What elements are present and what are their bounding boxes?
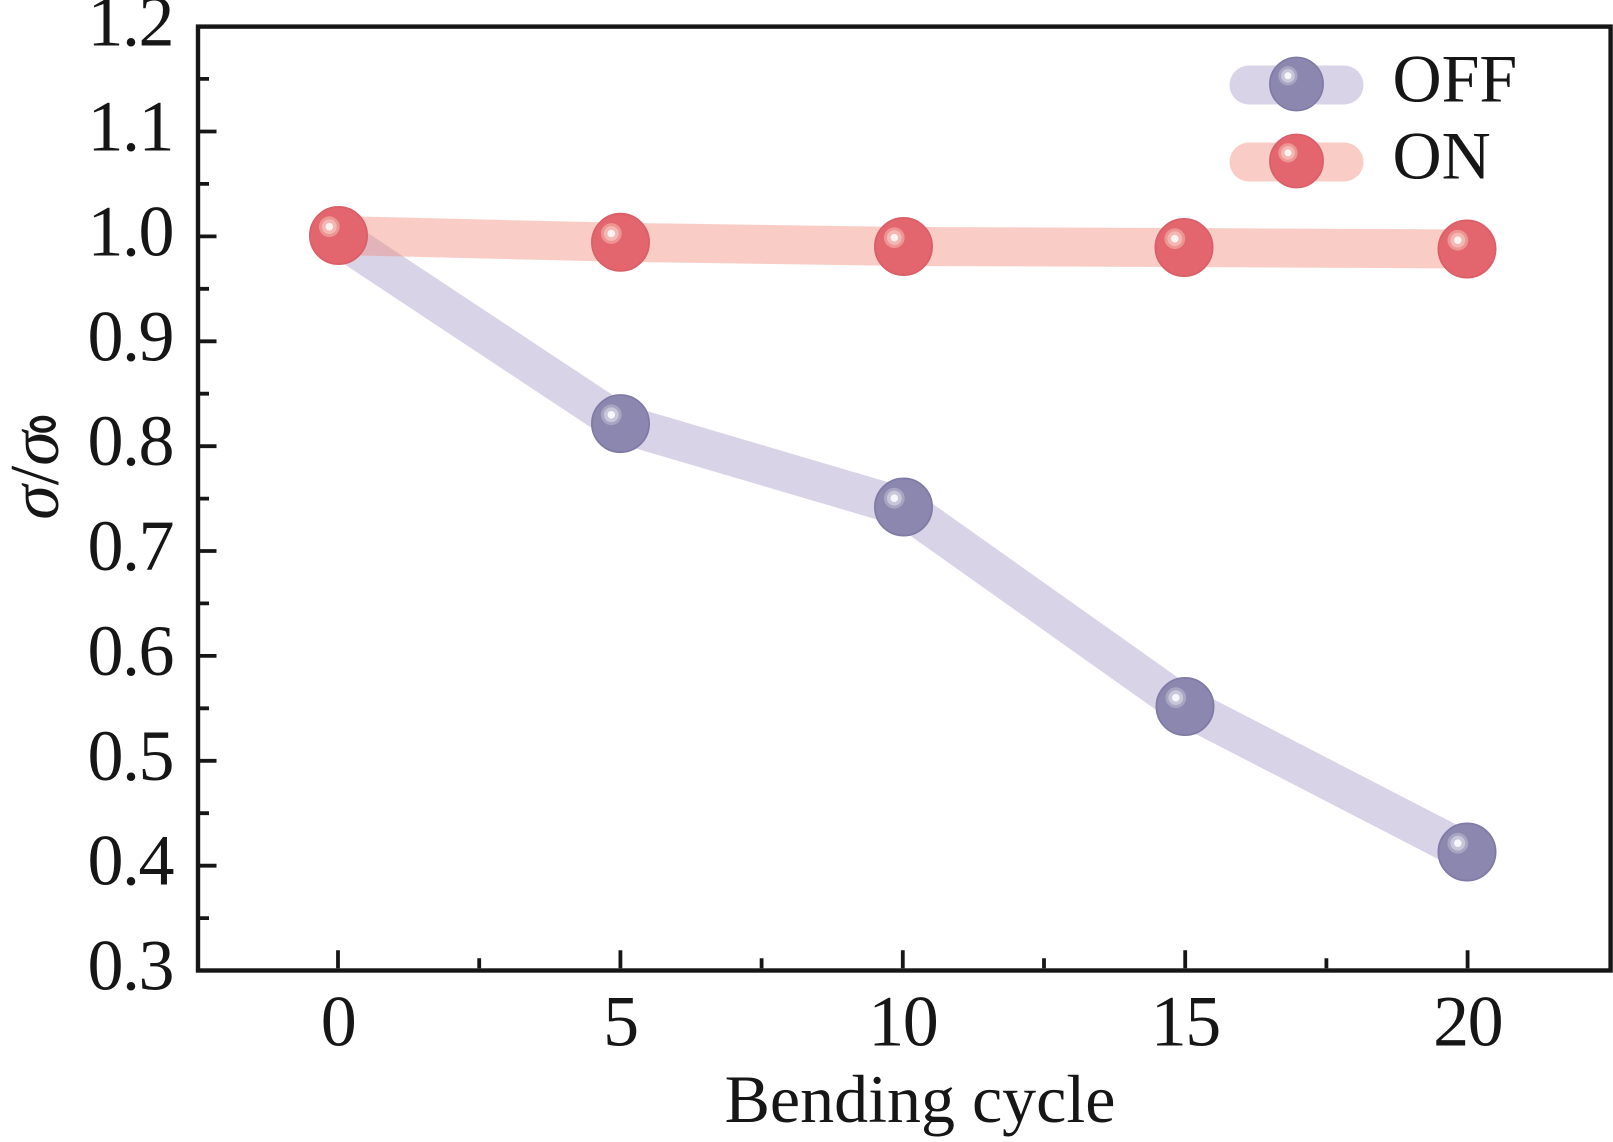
svg-text:ON: ON [1393,118,1491,194]
svg-text:1.2: 1.2 [88,0,174,62]
svg-text:15: 15 [1151,982,1220,1062]
svg-text:0.4: 0.4 [88,821,174,901]
svg-text:0.5: 0.5 [88,716,174,796]
svg-text:0.7: 0.7 [88,506,174,586]
svg-text:0.8: 0.8 [88,401,174,481]
svg-text:0.6: 0.6 [88,611,174,691]
svg-text:10: 10 [868,982,937,1062]
svg-text:0.9: 0.9 [88,296,174,376]
svg-text:0: 0 [321,982,356,1062]
svg-text:0.3: 0.3 [88,926,174,1006]
svg-text:1.0: 1.0 [88,191,174,271]
svg-text:OFF: OFF [1393,41,1518,117]
svg-text:20: 20 [1433,982,1502,1062]
svg-text:σ/σ: σ/σ [0,429,74,520]
svg-text:5: 5 [603,982,638,1062]
svg-text:1.1: 1.1 [88,87,174,167]
svg-text:Bending cycle: Bending cycle [725,1061,1116,1137]
